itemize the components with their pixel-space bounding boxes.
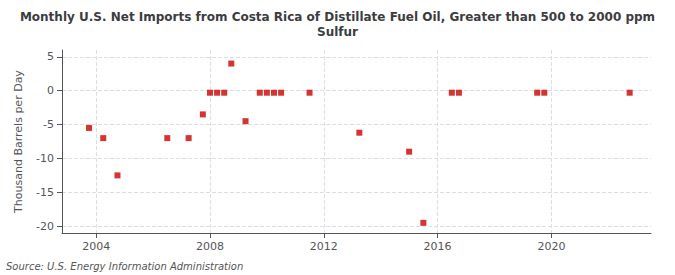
svg-text:-15: -15	[36, 186, 54, 199]
svg-text:0: 0	[47, 84, 54, 97]
svg-text:Source: U.S. Energy Informatio: Source: U.S. Energy Information Administ…	[6, 261, 243, 272]
svg-text:2008: 2008	[196, 240, 224, 253]
svg-text:2016: 2016	[424, 240, 452, 253]
svg-text:2004: 2004	[82, 240, 110, 253]
svg-text:5: 5	[47, 50, 54, 63]
svg-text:Monthly U.S. Net Imports from: Monthly U.S. Net Imports from Costa Rica…	[20, 10, 655, 24]
svg-text:Sulfur: Sulfur	[317, 25, 358, 39]
svg-text:-10: -10	[36, 152, 54, 165]
svg-text:2012: 2012	[310, 240, 338, 253]
svg-text:-5: -5	[43, 118, 54, 131]
svg-text:2020: 2020	[537, 240, 565, 253]
svg-text:Thousand Barrels per Day: Thousand Barrels per Day	[12, 70, 25, 214]
svg-text:-20: -20	[36, 220, 54, 233]
